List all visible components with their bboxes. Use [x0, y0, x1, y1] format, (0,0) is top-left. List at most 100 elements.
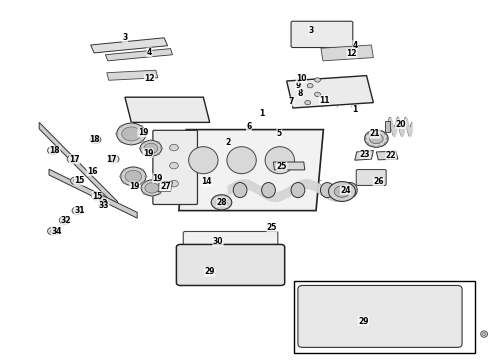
Ellipse shape: [320, 183, 334, 198]
Text: 24: 24: [340, 186, 351, 195]
Ellipse shape: [143, 193, 146, 194]
Text: 1: 1: [260, 109, 265, 118]
Polygon shape: [355, 150, 373, 160]
Text: 22: 22: [386, 151, 396, 160]
Ellipse shape: [365, 138, 367, 139]
Ellipse shape: [142, 153, 145, 155]
Ellipse shape: [62, 219, 67, 222]
Polygon shape: [321, 45, 373, 61]
Text: 3: 3: [309, 26, 314, 35]
Ellipse shape: [142, 142, 145, 144]
Text: 31: 31: [74, 206, 85, 215]
Ellipse shape: [369, 134, 383, 144]
Text: 10: 10: [296, 74, 307, 83]
Text: 30: 30: [213, 238, 223, 247]
Ellipse shape: [145, 176, 147, 177]
Text: 5: 5: [277, 129, 282, 138]
Ellipse shape: [75, 209, 80, 212]
Ellipse shape: [158, 193, 161, 194]
Ellipse shape: [158, 181, 161, 183]
Ellipse shape: [70, 157, 75, 161]
Ellipse shape: [343, 183, 357, 198]
Ellipse shape: [367, 133, 368, 135]
FancyBboxPatch shape: [298, 285, 462, 347]
Ellipse shape: [150, 140, 152, 141]
Ellipse shape: [93, 138, 98, 141]
Ellipse shape: [262, 183, 275, 198]
Text: 26: 26: [373, 177, 384, 186]
Ellipse shape: [141, 182, 144, 184]
Ellipse shape: [71, 177, 81, 185]
Ellipse shape: [50, 149, 55, 152]
Ellipse shape: [315, 78, 320, 82]
Text: 25: 25: [267, 223, 277, 232]
Ellipse shape: [140, 187, 142, 189]
Ellipse shape: [372, 130, 374, 132]
Ellipse shape: [50, 229, 55, 233]
Text: 29: 29: [358, 317, 369, 325]
Ellipse shape: [384, 143, 386, 144]
Ellipse shape: [123, 169, 125, 171]
Ellipse shape: [307, 84, 313, 88]
Text: 25: 25: [276, 162, 287, 171]
Ellipse shape: [116, 133, 118, 135]
Polygon shape: [125, 97, 210, 122]
Text: 17: 17: [106, 155, 117, 163]
FancyBboxPatch shape: [291, 21, 353, 48]
Text: 7: 7: [289, 97, 294, 106]
Ellipse shape: [170, 180, 178, 187]
Text: 15: 15: [92, 192, 102, 201]
Ellipse shape: [161, 148, 163, 149]
Ellipse shape: [151, 195, 153, 197]
Text: 19: 19: [129, 182, 140, 191]
Polygon shape: [91, 38, 168, 53]
Ellipse shape: [140, 140, 162, 156]
Text: 18: 18: [49, 146, 60, 155]
Ellipse shape: [150, 156, 152, 157]
Text: 18: 18: [89, 135, 99, 144]
Text: 33: 33: [98, 202, 109, 210]
Ellipse shape: [139, 148, 141, 149]
Text: 32: 32: [61, 216, 72, 225]
FancyBboxPatch shape: [176, 244, 285, 285]
Ellipse shape: [120, 176, 122, 177]
Ellipse shape: [125, 170, 142, 183]
Bar: [385, 121, 390, 132]
Ellipse shape: [141, 125, 143, 127]
Ellipse shape: [132, 166, 134, 168]
Ellipse shape: [328, 181, 356, 202]
Ellipse shape: [117, 123, 146, 145]
Polygon shape: [39, 122, 118, 208]
Ellipse shape: [130, 122, 132, 124]
Ellipse shape: [482, 333, 486, 336]
Polygon shape: [179, 130, 323, 211]
Polygon shape: [287, 76, 373, 108]
Ellipse shape: [265, 147, 294, 174]
Ellipse shape: [141, 169, 144, 171]
Ellipse shape: [365, 130, 388, 147]
FancyBboxPatch shape: [356, 170, 386, 185]
Ellipse shape: [216, 198, 227, 206]
Ellipse shape: [227, 147, 256, 174]
Ellipse shape: [157, 142, 160, 144]
Ellipse shape: [92, 192, 102, 200]
Ellipse shape: [170, 162, 178, 169]
Text: 23: 23: [360, 150, 370, 159]
Text: 15: 15: [74, 176, 85, 185]
Ellipse shape: [145, 133, 147, 135]
Ellipse shape: [95, 194, 99, 198]
Ellipse shape: [379, 145, 381, 147]
Ellipse shape: [481, 331, 488, 337]
Text: 9: 9: [295, 81, 300, 90]
Ellipse shape: [372, 145, 374, 147]
Text: 19: 19: [143, 149, 153, 158]
Ellipse shape: [141, 180, 163, 196]
Ellipse shape: [141, 141, 143, 143]
Ellipse shape: [233, 183, 247, 198]
Ellipse shape: [157, 153, 160, 155]
Text: 21: 21: [369, 130, 380, 139]
Ellipse shape: [189, 147, 218, 174]
Ellipse shape: [151, 179, 153, 181]
Ellipse shape: [122, 127, 141, 141]
FancyBboxPatch shape: [183, 231, 278, 248]
